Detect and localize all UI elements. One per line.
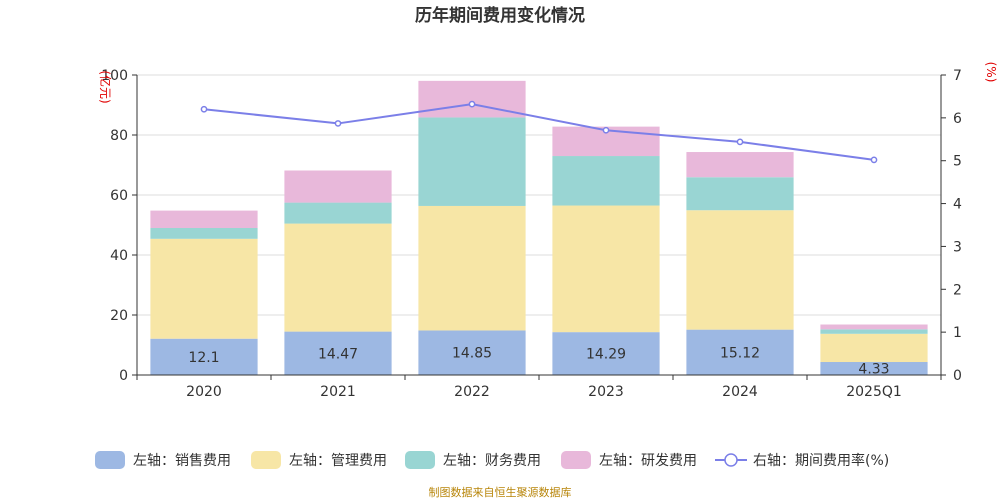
left-tick-label: 80 [110, 128, 128, 144]
legend: 左轴：销售费用 左轴：管理费用 左轴：财务费用 左轴：研发费用 右轴：期间费用率(%) [95, 451, 889, 469]
bar-segment [820, 329, 928, 334]
bar-segment [284, 331, 392, 375]
right-tick-label: 5 [953, 154, 962, 170]
bar-segment [552, 205, 660, 333]
rate-point [200, 105, 208, 113]
rate-point [736, 138, 744, 146]
x-tick-label: 2021 [320, 384, 356, 400]
bar-segment [150, 338, 258, 375]
right-tick-label: 1 [953, 325, 962, 341]
bar-segment [686, 210, 794, 330]
bar-segment [820, 324, 928, 330]
bar-value-label: 4.33 [858, 362, 889, 378]
legend-label: 右轴：期间费用率(%) [753, 452, 889, 469]
bar-value-label: 14.47 [318, 346, 358, 362]
right-tick-label: 2 [953, 282, 962, 298]
bars: 12.1 14.47 14.85 14.29 15.12 4.33 [150, 80, 928, 378]
bar-segment [820, 362, 928, 375]
right-tick-label: 6 [953, 111, 962, 127]
right-tick-label: 7 [953, 68, 962, 84]
right-tick-label: 4 [953, 197, 962, 213]
right-axis-unit: (%) [984, 62, 998, 83]
right-tick-label: 3 [953, 239, 962, 255]
bar-segment [284, 170, 392, 203]
bar-segment [150, 228, 258, 239]
legend-label: 左轴：管理费用 [289, 453, 387, 469]
rate-point [870, 156, 878, 164]
x-tick-label: 2022 [454, 384, 490, 400]
grid [137, 74, 941, 316]
bar-segment [686, 329, 794, 375]
axes: 0 20 40 60 80 100 0 1 2 3 4 5 6 7 2020 2021 2022 2023 2024… [101, 68, 962, 400]
bar-segment [552, 332, 660, 375]
rate-line [200, 100, 878, 164]
left-tick-label: 100 [101, 68, 128, 84]
bar-segment [418, 117, 526, 206]
bar-segment [820, 333, 928, 363]
bar-segment [686, 177, 794, 211]
left-tick-label: 0 [119, 368, 128, 384]
legend-swatch [95, 451, 125, 469]
rate-point [334, 120, 342, 127]
left-tick-label: 40 [110, 248, 128, 264]
x-tick-label: 2025Q1 [846, 384, 902, 400]
bar-segment [418, 205, 526, 331]
x-tick-label: 2020 [186, 384, 222, 400]
legend-marker [724, 453, 738, 467]
rate-line-path [203, 103, 875, 161]
legend-swatch [405, 451, 435, 469]
legend-swatch [251, 451, 281, 469]
left-tick-label: 20 [110, 308, 128, 324]
right-tick-label: 0 [953, 368, 962, 384]
legend-label: 左轴：研发费用 [599, 453, 697, 469]
left-axis-unit: (亿元) [98, 70, 113, 103]
left-tick-label: 60 [110, 188, 128, 204]
bar-value-label: 15.12 [720, 345, 760, 361]
x-tick-label: 2024 [722, 384, 758, 400]
bar-segment [284, 202, 392, 224]
legend-label: 左轴：销售费用 [133, 453, 231, 469]
legend-swatch [561, 451, 591, 469]
source-note: 制图数据来自恒生聚源数据库 [429, 485, 572, 499]
bar-segment [150, 238, 258, 339]
rate-point [468, 100, 476, 108]
bar-value-label: 14.29 [586, 347, 626, 363]
bar-segment [418, 330, 526, 375]
legend-label: 左轴：财务费用 [443, 453, 541, 469]
bar-value-label: 14.85 [452, 346, 492, 362]
bar-segment [552, 156, 660, 206]
chart-title: 历年期间费用变化情况 [415, 5, 585, 26]
x-tick-label: 2023 [588, 384, 624, 400]
bar-segment [284, 223, 392, 332]
bar-segment [686, 152, 794, 178]
bar-value-label: 12.1 [188, 350, 219, 366]
rate-point [602, 126, 610, 134]
bar-segment [150, 210, 258, 228]
